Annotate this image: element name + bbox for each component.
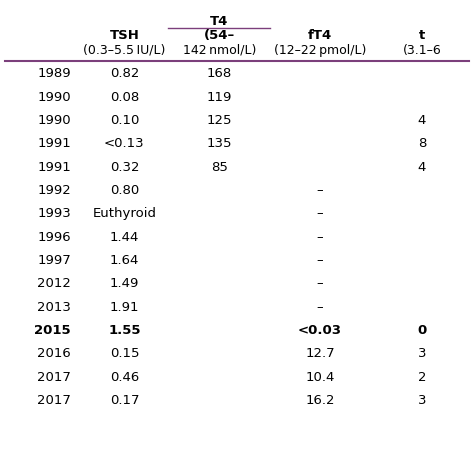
Text: 1992: 1992 [37,184,71,197]
Text: 4: 4 [418,114,426,127]
Text: 0.80: 0.80 [110,184,139,197]
Text: –: – [317,277,323,290]
Text: –: – [317,207,323,220]
Text: 1997: 1997 [37,254,71,267]
Text: 0.10: 0.10 [110,114,139,127]
Text: (0.3–5.5 IU/L): (0.3–5.5 IU/L) [83,44,165,57]
Text: 135: 135 [207,137,232,150]
Text: 1990: 1990 [37,114,71,127]
Text: 1990: 1990 [37,91,71,103]
Text: Euthyroid: Euthyroid [92,207,156,220]
Text: 0.08: 0.08 [110,91,139,103]
Text: 2013: 2013 [37,301,71,314]
Text: 0.32: 0.32 [109,161,139,173]
Text: 2017: 2017 [37,371,71,383]
Text: 1.64: 1.64 [110,254,139,267]
Text: 1991: 1991 [37,161,71,173]
Text: 2: 2 [418,371,426,383]
Text: 1.49: 1.49 [110,277,139,290]
Text: 0.82: 0.82 [110,67,139,80]
Text: 1.55: 1.55 [108,324,141,337]
Text: 16.2: 16.2 [305,394,335,407]
Text: 1993: 1993 [37,207,71,220]
Text: (12–22 pmol/L): (12–22 pmol/L) [274,44,366,57]
Text: 0.46: 0.46 [110,371,139,383]
Text: t: t [419,29,425,42]
Text: 0.17: 0.17 [109,394,139,407]
Text: (3.1–6: (3.1–6 [402,44,441,57]
Text: –: – [317,254,323,267]
Text: 1.91: 1.91 [109,301,139,314]
Text: 10.4: 10.4 [305,371,335,383]
Text: (54–: (54– [204,29,235,42]
Text: 168: 168 [207,67,232,80]
Text: T4: T4 [210,15,228,27]
Text: 119: 119 [207,91,232,103]
Text: 142 nmol/L): 142 nmol/L) [182,44,256,57]
Text: 1989: 1989 [37,67,71,80]
Text: 3: 3 [418,394,426,407]
Text: 2017: 2017 [37,394,71,407]
Text: 125: 125 [207,114,232,127]
Text: 2016: 2016 [37,347,71,360]
Text: 2015: 2015 [35,324,71,337]
Text: <0.03: <0.03 [298,324,342,337]
Text: 2012: 2012 [37,277,71,290]
Text: 1991: 1991 [37,137,71,150]
Text: TSH: TSH [109,29,139,42]
Text: <0.13: <0.13 [104,137,145,150]
Text: 12.7: 12.7 [305,347,335,360]
Text: 0.15: 0.15 [109,347,139,360]
Text: –: – [317,184,323,197]
Text: 85: 85 [211,161,228,173]
Text: –: – [317,230,323,244]
Text: 4: 4 [418,161,426,173]
Text: 8: 8 [418,137,426,150]
Text: 0: 0 [417,324,427,337]
Text: 1.44: 1.44 [110,230,139,244]
Text: –: – [317,301,323,314]
Text: 1996: 1996 [37,230,71,244]
Text: fT4: fT4 [308,29,332,42]
Text: 3: 3 [418,347,426,360]
